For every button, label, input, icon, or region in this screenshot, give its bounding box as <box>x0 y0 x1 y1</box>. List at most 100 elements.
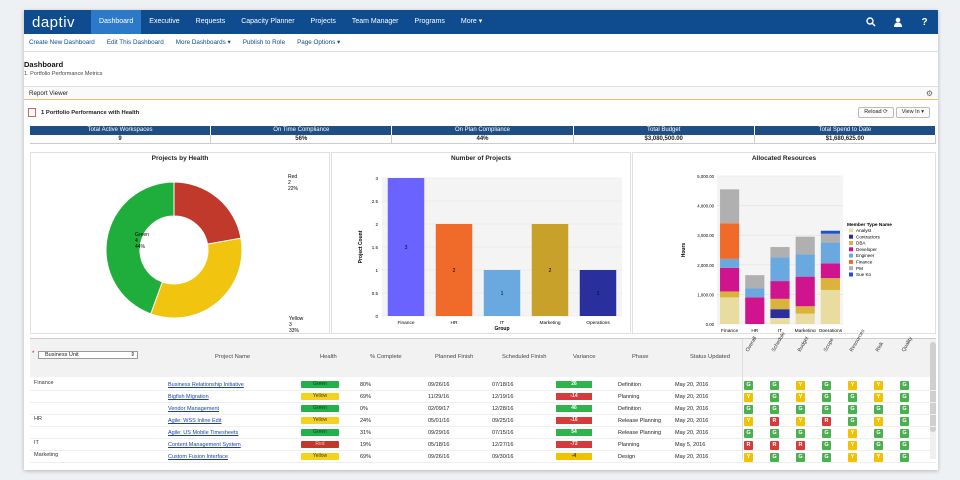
status-indicator-schedule[interactable]: G <box>770 393 779 402</box>
status-indicator-risk[interactable]: Y <box>874 381 883 390</box>
stack-segment-pm[interactable] <box>795 236 815 255</box>
bar-hr[interactable] <box>435 224 473 316</box>
status-indicator-risk[interactable]: Y <box>874 393 883 402</box>
nav-item-0[interactable]: Dashboard <box>91 10 142 34</box>
pie-slice-red[interactable] <box>173 181 242 245</box>
column-header-scheduled[interactable]: Scheduled Finish <box>502 354 547 360</box>
stack-segment-dba[interactable] <box>720 291 740 298</box>
table-row[interactable]: Bigfish Migration Yellow 69% 11/29/16 12/19/… <box>30 391 936 403</box>
status-indicator-overall[interactable]: Y <box>744 417 753 426</box>
stack-segment-pm[interactable] <box>720 189 740 224</box>
column-header-planned[interactable]: Planned Finish <box>435 354 474 360</box>
status-indicator-resources[interactable]: G <box>848 405 857 414</box>
status-indicator-schedule[interactable]: R <box>770 441 779 450</box>
status-indicator-budget[interactable]: G <box>796 453 805 462</box>
project-link[interactable]: Content Management System <box>168 442 241 448</box>
search-icon[interactable] <box>857 10 884 34</box>
status-indicator-quality[interactable]: G <box>900 381 909 390</box>
stack-segment-developer[interactable] <box>820 263 840 279</box>
project-link[interactable]: Agile: WSS Inline Edit <box>168 418 222 424</box>
subnav-item-2[interactable]: More Dashboards ▾ <box>175 39 231 46</box>
subnav-item-0[interactable]: Create New Dashboard <box>29 39 95 46</box>
subnav-item-1[interactable]: Edit This Dashboard <box>106 39 164 46</box>
status-indicator-overall[interactable]: G <box>744 381 753 390</box>
column-header-name[interactable]: Project Name <box>215 354 251 360</box>
stack-segment-analyst[interactable] <box>720 297 740 324</box>
reload-button[interactable]: Reload ⟳ <box>858 107 894 118</box>
project-link[interactable]: Custom Fusion Interface <box>168 454 228 460</box>
stack-segment-pm[interactable] <box>745 275 765 289</box>
table-row[interactable]: Custom Fusion Interface Yellow 69% 09/26/16… <box>30 451 936 463</box>
stack-segment-engineer[interactable] <box>795 254 815 277</box>
status-indicator-schedule[interactable]: G <box>770 381 779 390</box>
status-indicator-risk[interactable]: G <box>874 441 883 450</box>
subnav-item-3[interactable]: Publish to Role <box>242 39 286 46</box>
stack-segment-dba[interactable] <box>795 306 815 314</box>
status-indicator-budget[interactable]: R <box>796 441 805 450</box>
status-indicator-risk[interactable]: Y <box>874 417 883 426</box>
status-indicator-risk[interactable]: Y <box>874 453 883 462</box>
status-indicator-budget[interactable]: G <box>796 405 805 414</box>
help-icon[interactable]: ? <box>921 16 928 28</box>
table-row[interactable]: Vendor Management Green 0% 02/09/17 12/28/16… <box>30 403 936 415</box>
status-indicator-quality[interactable]: G <box>900 405 909 414</box>
status-indicator-quality[interactable]: G <box>900 441 909 450</box>
bar-operations[interactable] <box>579 270 617 316</box>
status-indicator-scope[interactable]: R <box>822 417 831 426</box>
column-header-complete[interactable]: % Complete <box>370 354 402 360</box>
status-indicator-budget[interactable]: Y <box>796 393 805 402</box>
bar-marketing[interactable] <box>531 224 569 316</box>
status-indicator-scope[interactable]: G <box>822 405 831 414</box>
grid-scrollbar[interactable] <box>930 339 936 459</box>
status-indicator-scope[interactable]: G <box>822 381 831 390</box>
status-indicator-risk[interactable]: G <box>874 405 883 414</box>
nav-item-7[interactable]: More ▾ <box>460 18 483 25</box>
stack-segment-pm[interactable] <box>820 233 840 243</box>
stack-segment-developer[interactable] <box>745 297 765 324</box>
stack-segment-analyst[interactable] <box>795 313 815 324</box>
status-indicator-overall[interactable]: R <box>744 441 753 450</box>
nav-item-3[interactable]: Capacity Planner <box>241 18 295 25</box>
bar-finance[interactable] <box>387 178 425 316</box>
stack-segment-engineer[interactable] <box>770 257 790 282</box>
status-indicator-risk[interactable]: G <box>874 429 883 438</box>
stack-segment-engineer[interactable] <box>820 242 840 264</box>
status-indicator-budget[interactable]: G <box>796 429 805 438</box>
column-header-updated[interactable]: Status Updated <box>690 354 730 360</box>
stack-segment-developer[interactable] <box>795 276 815 307</box>
view-in-button[interactable]: View In ▾ <box>895 107 930 118</box>
project-link[interactable]: Bigfish Migration <box>168 394 209 400</box>
project-link[interactable]: Agile: US Mobile Timesheets <box>168 430 239 436</box>
status-indicator-scope[interactable]: G <box>822 429 831 438</box>
status-indicator-quality[interactable]: G <box>900 429 909 438</box>
nav-item-6[interactable]: Programs <box>414 18 445 25</box>
stack-segment-finance[interactable] <box>720 223 740 259</box>
status-indicator-quality[interactable]: G <box>900 393 909 402</box>
status-indicator-overall[interactable]: G <box>744 429 753 438</box>
status-indicator-resources[interactable]: G <box>848 393 857 402</box>
stack-segment-analyst[interactable] <box>770 318 790 324</box>
daptiv-logo[interactable]: daptiv <box>32 13 76 31</box>
stack-segment-dba[interactable] <box>820 278 840 290</box>
stack-segment-developer[interactable] <box>770 281 790 299</box>
nav-item-5[interactable]: Team Manager <box>351 18 399 25</box>
stack-segment-sue-ko[interactable] <box>820 230 840 234</box>
status-indicator-resources[interactable]: Y <box>848 381 857 390</box>
stack-segment-contractors[interactable] <box>770 309 790 319</box>
status-indicator-resources[interactable]: Y <box>848 429 857 438</box>
stack-segment-analyst[interactable] <box>820 289 840 324</box>
project-link[interactable]: Vendor Management <box>168 406 220 412</box>
gear-icon[interactable]: ⚙ <box>925 88 933 98</box>
user-icon[interactable] <box>884 10 911 34</box>
table-row[interactable]: Content Management System Red 19% 05/18/16 1… <box>30 439 936 451</box>
project-link[interactable]: Business Relationship Initiative <box>168 382 244 388</box>
stack-segment-engineer[interactable] <box>720 258 740 268</box>
nav-item-1[interactable]: Executive <box>149 18 180 25</box>
stack-segment-pm[interactable] <box>770 247 790 258</box>
pie-slice-yellow[interactable] <box>150 237 243 319</box>
status-indicator-resources[interactable]: G <box>848 417 857 426</box>
stack-segment-dba[interactable] <box>770 298 790 310</box>
status-indicator-schedule[interactable]: R <box>770 417 779 426</box>
status-indicator-quality[interactable]: G <box>900 417 909 426</box>
nav-item-4[interactable]: Projects <box>310 18 336 25</box>
